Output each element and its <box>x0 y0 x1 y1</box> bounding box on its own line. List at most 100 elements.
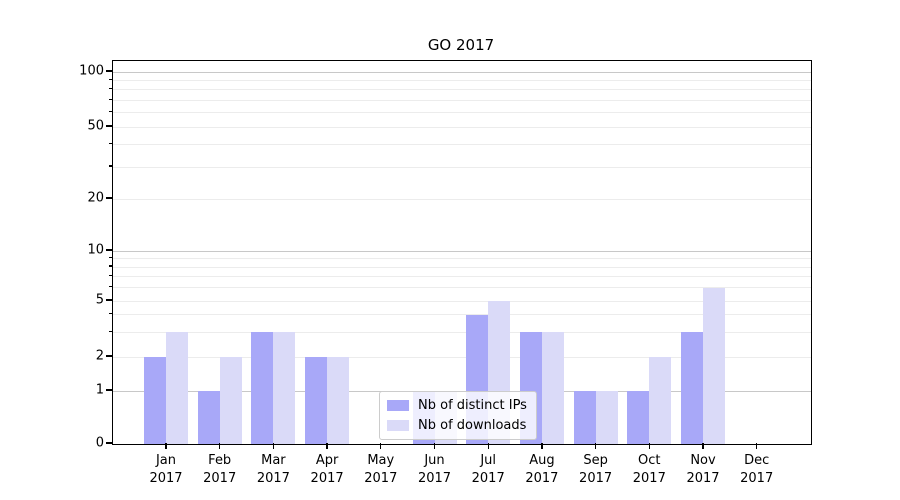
y-tick-mark <box>106 389 112 391</box>
x-tick-mark <box>165 443 167 449</box>
x-tick-year: 2017 <box>686 471 720 487</box>
minor-gridline <box>113 144 811 146</box>
bar-downloads-oct <box>649 357 672 444</box>
x-tick-month: Nov <box>690 453 716 468</box>
y-tick-label: 50 <box>87 118 104 134</box>
x-tick-label-jul: Jul 2017 <box>458 452 518 489</box>
y-tick-minor-mark <box>108 265 112 267</box>
x-tick-year: 2017 <box>203 471 237 487</box>
x-tick-mark <box>326 443 328 449</box>
legend-label-downloads: Nb of downloads <box>418 418 527 433</box>
y-tick-mark <box>106 197 112 199</box>
y-tick-label: 100 <box>79 63 104 79</box>
y-tick-label: 1 <box>95 382 104 398</box>
x-tick-mark <box>219 443 221 449</box>
x-tick-month: Mar <box>261 453 286 468</box>
bar-downloads-jan <box>166 332 188 444</box>
y-tick-label: 20 <box>87 190 104 206</box>
minor-gridline <box>113 356 811 358</box>
x-tick-mark <box>433 443 436 449</box>
y-tick-minor-mark <box>108 98 112 100</box>
chart-title: GO 2017 <box>427 36 495 54</box>
x-tick-year: 2017 <box>256 471 290 487</box>
x-tick-year: 2017 <box>740 471 774 487</box>
x-tick-year: 2017 <box>471 471 505 487</box>
x-tick-month: Oct <box>638 453 661 468</box>
y-tick-minor-mark <box>108 165 112 167</box>
x-tick-mark <box>272 443 275 449</box>
x-tick-label-apr: Apr 2017 <box>297 452 357 489</box>
x-tick-year: 2017 <box>364 471 398 487</box>
legend: Nb of distinct IPs Nb of downloads <box>379 391 537 440</box>
y-tick-minor-mark <box>108 286 112 288</box>
bar-ips-mar <box>251 332 274 444</box>
legend-swatch-downloads <box>387 420 409 431</box>
x-tick-label-jan: Jan 2017 <box>136 452 196 489</box>
bar-downloads-feb <box>219 357 242 444</box>
legend-entry-downloads: Nb of downloads <box>387 418 527 433</box>
x-tick-label-dec: Dec 2017 <box>727 452 787 489</box>
x-tick-label-jun: Jun 2017 <box>405 452 465 489</box>
y-tick-minor-mark <box>108 275 112 277</box>
x-tick-month: May <box>367 453 395 468</box>
y-tick-minor-mark <box>108 78 112 80</box>
minor-gridline <box>113 166 811 168</box>
x-tick-month: Apr <box>315 453 339 468</box>
minor-gridline <box>113 89 811 91</box>
x-tick-label-feb: Feb 2017 <box>190 452 250 489</box>
plot-area: Nb of distinct IPs Nb of downloads <box>112 60 812 445</box>
bar-downloads-mar <box>273 332 296 444</box>
y-tick-mark <box>106 70 112 72</box>
minor-gridline <box>113 266 811 268</box>
y-tick-minor-mark <box>108 330 112 332</box>
legend-label-distinct-ips: Nb of distinct IPs <box>418 398 527 413</box>
x-tick-mark <box>756 443 758 449</box>
x-tick-mark <box>541 443 543 449</box>
minor-gridline <box>113 99 811 101</box>
bar-downloads-aug <box>541 332 564 444</box>
x-tick-year: 2017 <box>310 471 344 487</box>
y-tick-label: 5 <box>95 292 104 308</box>
x-tick-label-oct: Oct 2017 <box>619 452 679 489</box>
minor-gridline <box>113 258 811 260</box>
minor-gridline <box>113 300 811 302</box>
y-tick-mark <box>106 249 112 251</box>
x-tick-month: Dec <box>744 453 770 468</box>
minor-gridline <box>113 112 811 114</box>
y-tick-label: 10 <box>87 242 104 258</box>
x-tick-year: 2017 <box>579 471 613 487</box>
y-tick-minor-mark <box>108 142 112 145</box>
x-tick-label-aug: Aug 2017 <box>512 452 572 489</box>
minor-gridline <box>113 198 811 200</box>
major-gridline <box>113 71 811 73</box>
minor-gridline <box>113 314 811 316</box>
minor-gridline <box>113 126 811 128</box>
y-tick-mark <box>106 125 112 127</box>
x-tick-month: Sep <box>583 453 608 468</box>
legend-swatch-distinct-ips <box>387 400 409 411</box>
legend-entry-distinct-ips: Nb of distinct IPs <box>387 398 527 413</box>
x-tick-label-may: May 2017 <box>351 452 411 489</box>
major-gridline <box>113 250 811 252</box>
x-tick-year: 2017 <box>525 471 559 487</box>
bar-ips-feb <box>197 391 220 444</box>
minor-gridline <box>113 276 811 278</box>
x-tick-label-sep: Sep 2017 <box>566 452 626 489</box>
y-tick-label: 2 <box>95 348 104 364</box>
y-tick-label: 0 <box>95 435 104 451</box>
minor-gridline <box>113 287 811 289</box>
bar-ips-apr <box>305 357 328 444</box>
x-tick-mark <box>702 443 704 449</box>
x-tick-label-nov: Nov 2017 <box>673 452 733 489</box>
x-tick-mark <box>380 443 382 449</box>
x-tick-mark <box>648 443 650 449</box>
y-tick-minor-mark <box>108 88 112 90</box>
y-tick-minor-mark <box>108 256 112 259</box>
x-tick-year: 2017 <box>417 471 452 487</box>
bar-downloads-sep <box>595 391 618 444</box>
x-tick-month: Aug <box>529 453 555 468</box>
x-tick-mark <box>487 443 489 449</box>
y-tick-minor-mark <box>108 312 112 315</box>
y-tick-mark <box>106 299 112 301</box>
